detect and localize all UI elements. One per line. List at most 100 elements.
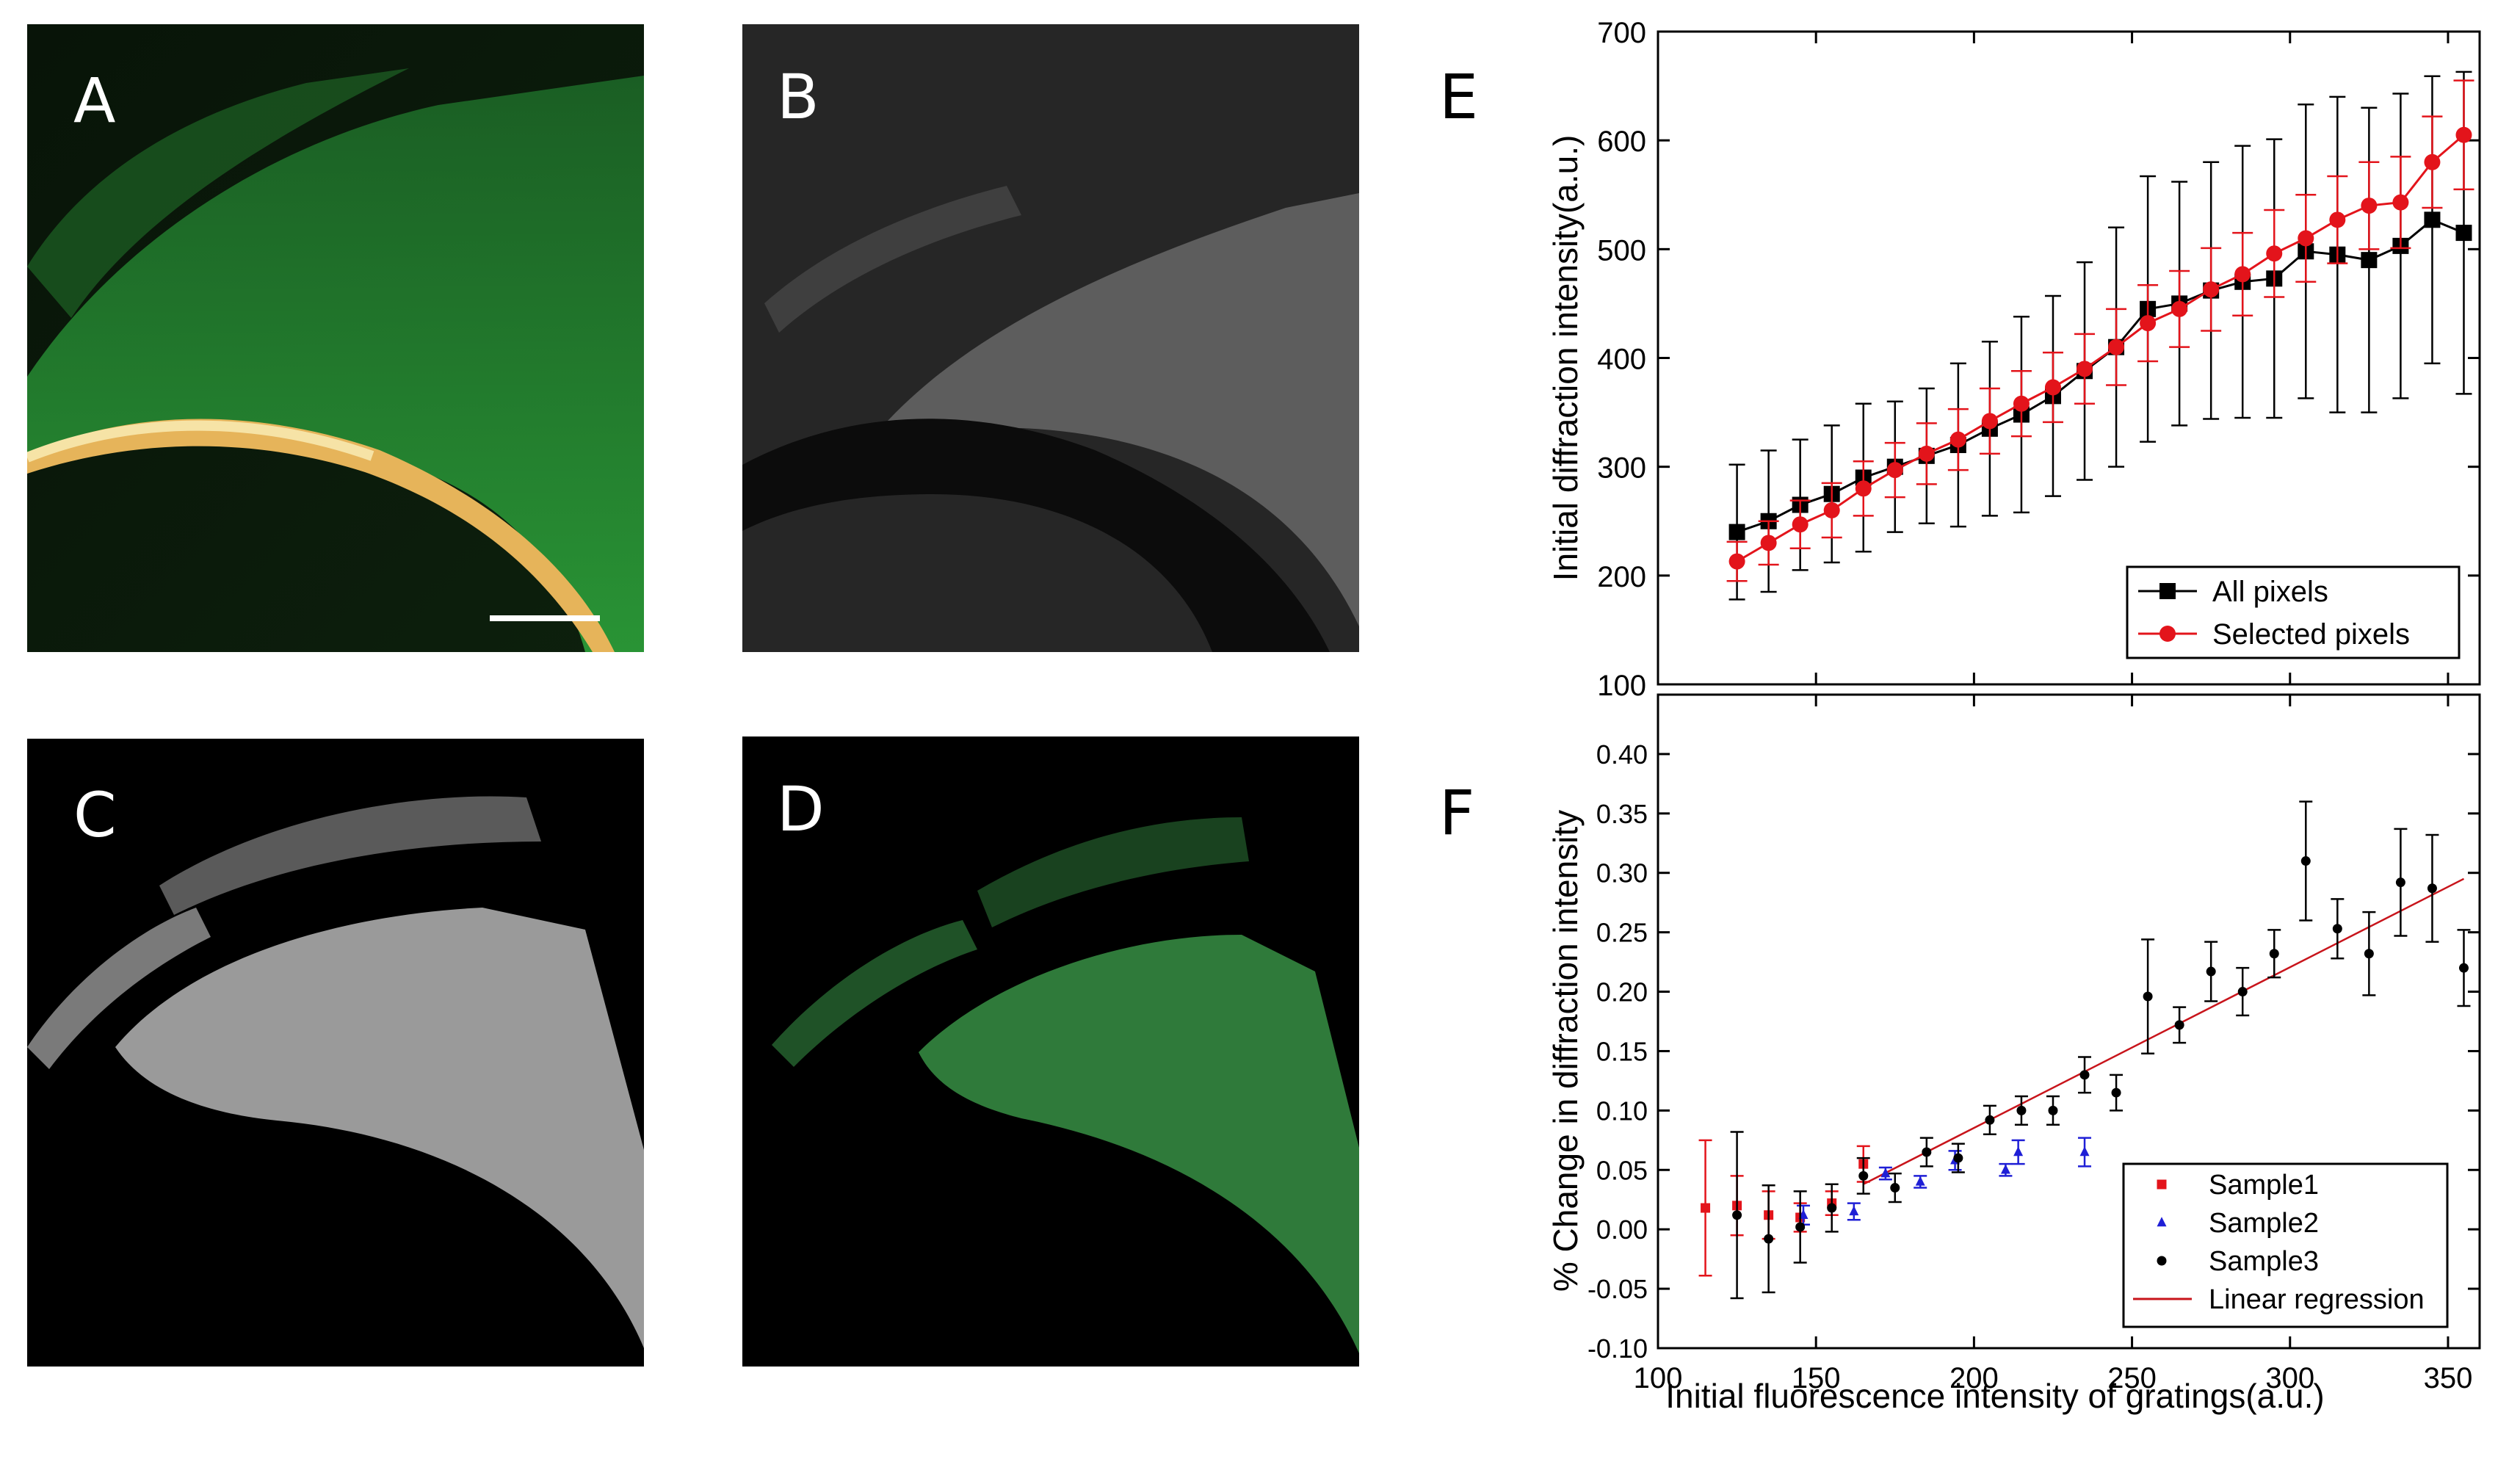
chart-f-ytick-label: 0.20 [1596, 977, 1648, 1007]
chart-e-selected-pixels-line [1736, 134, 2465, 562]
chart-f-sample3-point [1858, 1170, 1869, 1181]
chart-f-sample3-point [2174, 1020, 2184, 1030]
chart-e-selected-pixels-point [2361, 198, 2378, 214]
x-axis-label: Initial fluorescence intensity of gratin… [1665, 1377, 2324, 1415]
chart-f-sample2-point [2013, 1146, 2024, 1157]
chart-f-sample2-point [1915, 1176, 1925, 1186]
chart-e-ytick-label: 200 [1597, 561, 1646, 593]
chart-e-selected-pixels-point [2108, 339, 2125, 355]
chart-f-sample1-point [1701, 1203, 1711, 1213]
chart-e-selected-pixels-point [2234, 266, 2251, 283]
chart-f-sample3-point [1985, 1115, 1995, 1125]
image-panel-a [27, 24, 644, 652]
chart-e-all-pixels-point [2361, 252, 2378, 269]
chart-e-selected-pixels-point [1792, 516, 1809, 533]
chart-e-ytick-label: 100 [1597, 670, 1646, 702]
panel-label-b: B [777, 61, 819, 133]
chart-f-sample2-point [2079, 1146, 2090, 1157]
chart-e-selected-pixels-point [1823, 502, 1840, 518]
chart-e: 100 200 300 400 500 600 700 Initial diffraction… [1546, 17, 2481, 702]
panel-label-d: D [777, 773, 825, 845]
chart-e-selected-pixels-point [2013, 395, 2030, 412]
chart-f-sample3-point [2427, 883, 2437, 894]
chart-f-sample3-point [2143, 991, 2153, 1002]
chart-e-ytick-label: 500 [1597, 234, 1646, 267]
chart-e-all-pixels-point [2455, 225, 2472, 242]
chart-e-all-pixels-point [1728, 524, 1745, 540]
chart-e-ytick-label: 300 [1597, 452, 1646, 485]
chart-f-legend-label-sample1: Sample1 [2209, 1170, 2319, 1201]
chart-f-xtick-label: 250 [2107, 1362, 2157, 1394]
chart-f-regression-line [1863, 877, 2465, 1185]
chart-f-legend: Sample1 Sample2 Sample3 Linear regression [2122, 1162, 2449, 1328]
chart-e-selected-pixels-point [1886, 462, 1903, 479]
chart-f-sample3-point [1953, 1153, 1963, 1163]
chart-e-selected-pixels-point [1760, 535, 1777, 551]
chart-e-selected-pixels-point [2298, 230, 2314, 247]
chart-e-selected-pixels-point [2424, 153, 2441, 170]
chart-f-sample3-point [1732, 1210, 1742, 1220]
chart-e-selected-pixels-point [2140, 315, 2157, 332]
chart-f-sample3-point [2016, 1105, 2027, 1115]
chart-f-ytick-label: 0.05 [1596, 1155, 1648, 1185]
chart-f-xtick-label: 200 [1949, 1362, 1999, 1394]
chart-f-ytick-label: 0.40 [1596, 739, 1648, 770]
chart-f-sample3-point [2364, 949, 2374, 959]
chart-e-selected-pixels-point [2455, 126, 2472, 143]
chart-f-sample3-point [2395, 877, 2405, 888]
panel-label-f: F [1439, 777, 1475, 849]
chart-f-xtick-label: 150 [1792, 1362, 1841, 1394]
chart-e-all-pixels-line [1737, 218, 2465, 533]
chart-e-selected-pixels-point [2044, 379, 2061, 396]
chart-e-ylabel: Initial diffraction intensity(a.u.) [1546, 135, 1585, 582]
chart-f-ylabel: % Change in diffraction intensity [1546, 810, 1585, 1292]
chart-f-sample3-point [2048, 1105, 2058, 1115]
chart-f-legend-label-sample2: Sample2 [2209, 1208, 2319, 1239]
image-panel-b [742, 24, 1359, 652]
chart-f-legend-marker-sample2 [2157, 1217, 2167, 1227]
chart-f-xtick-label: 300 [2265, 1362, 2314, 1394]
chart-e-ytick-label: 700 [1597, 17, 1646, 49]
chart-f-sample3-point [1764, 1234, 1774, 1244]
chart-f-ytick-label: 0.25 [1596, 918, 1648, 948]
chart-e-ytick-label: 400 [1597, 344, 1646, 376]
chart-e-selected-pixels-point [2171, 300, 2188, 317]
chart-f-sample3-point [2079, 1070, 2090, 1080]
chart-f-sample2-point [1849, 1206, 1859, 1216]
chart-f-ytick-label: -0.10 [1587, 1333, 1648, 1364]
chart-f-sample3-point [1890, 1183, 1900, 1193]
chart-e-ytick-label: 600 [1597, 126, 1646, 158]
chart-f-sample3-point [2300, 856, 2311, 866]
chart-e-selected-pixels-point [1981, 413, 1998, 430]
chart-f-sample3-point [2237, 987, 2248, 997]
chart-e-selected-pixels-point [1949, 431, 1966, 448]
chart-f-sample3-point [2332, 924, 2342, 934]
chart-e-selected-pixels-point [2077, 361, 2093, 377]
chart-f: -0.10 -0.05 0.00 0.05 0.10 0.15 0.20 0.25 0.30 0.… [1546, 693, 2481, 1394]
chart-f-sample2-point [2000, 1164, 2010, 1174]
chart-f-xtick-label: 350 [2424, 1362, 2473, 1394]
chart-f-sample3-point [1795, 1222, 1806, 1232]
chart-e-legend-label-all-pixels: All pixels [2212, 576, 2328, 608]
panel-label-a: A [73, 65, 116, 137]
chart-f-ytick-label: -0.05 [1587, 1274, 1648, 1304]
chart-e-selected-pixels-point [1728, 553, 1745, 570]
chart-f-legend-box [2122, 1162, 2449, 1328]
chart-f-ytick-label: 0.35 [1596, 799, 1648, 829]
chart-f-sample3-point [2269, 949, 2279, 959]
chart-f-legend-label-sample3: Sample3 [2209, 1246, 2319, 1277]
chart-e-selected-pixels-point [2392, 194, 2409, 211]
chart-f-legend-marker-sample3 [2157, 1256, 2167, 1266]
chart-f-sample2-point [1880, 1168, 1891, 1178]
chart-e-legend-marker-selected-pixels [2159, 626, 2176, 642]
chart-f-frame [1657, 693, 2481, 1350]
chart-f-ytick-label: 0.15 [1596, 1036, 1648, 1066]
panel-label-e: E [1439, 61, 1479, 133]
chart-f-ytick-label: 0.30 [1596, 858, 1648, 888]
chart-e-all-pixels-point [2424, 211, 2441, 228]
image-panel-c [27, 739, 644, 1367]
chart-e-selected-pixels-point [2266, 245, 2283, 262]
chart-f-sample3-point [2458, 963, 2469, 973]
chart-f-sample3-point [1922, 1147, 1932, 1157]
